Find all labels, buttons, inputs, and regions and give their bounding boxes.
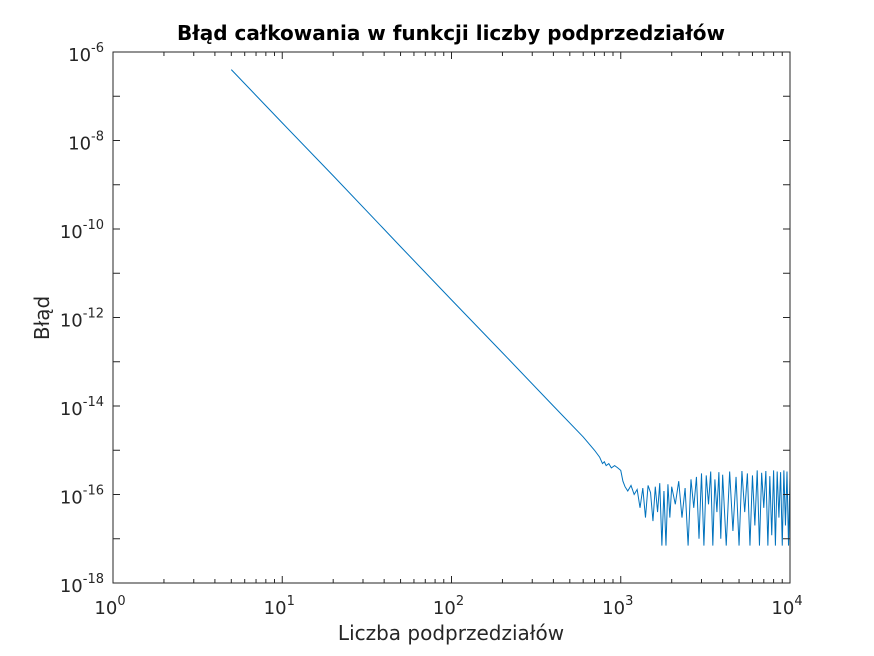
y-tick-exponent: -18 — [83, 572, 104, 587]
plot-area — [112, 51, 791, 584]
y-tick-exponent: -8 — [91, 130, 104, 145]
x-tick-exponent: 3 — [625, 594, 633, 609]
y-tick-label: 10-12 — [60, 307, 104, 332]
y-tick-label: 10-16 — [60, 484, 104, 509]
x-tick-base: 10 — [433, 598, 456, 619]
x-tick-base: 10 — [264, 598, 287, 619]
x-tick-label: 101 — [264, 594, 295, 619]
x-tick-base: 10 — [602, 598, 625, 619]
y-tick-base: 10 — [60, 576, 83, 597]
x-axis-label: Liczba podprzedziałów — [338, 621, 564, 645]
y-tick-base: 10 — [60, 399, 83, 420]
x-tick-labels: 100 101 102 103 104 — [94, 594, 802, 619]
chart-title: Błąd całkowania w funkcji liczby podprze… — [177, 21, 725, 45]
y-tick-base: 10 — [68, 45, 91, 66]
y-tick-exponent: -16 — [83, 484, 104, 499]
x-tick-label: 102 — [433, 594, 464, 619]
x-tick-label: 103 — [602, 594, 633, 619]
y-tick-base: 10 — [60, 311, 83, 332]
x-tick-base: 10 — [94, 598, 117, 619]
y-tick-label: 10-14 — [60, 395, 104, 420]
y-tick-label: 10-8 — [68, 130, 104, 155]
y-tick-base: 10 — [68, 134, 91, 155]
y-tick-label: 10-6 — [68, 41, 104, 66]
axes-background — [113, 52, 790, 583]
data-layer — [230, 69, 791, 546]
y-axis-label: Błąd — [30, 296, 54, 340]
x-tick-exponent: 1 — [287, 594, 295, 609]
y-tick-label: 10-18 — [60, 572, 104, 597]
x-tick-label: 104 — [771, 594, 802, 619]
y-tick-exponent: -14 — [83, 395, 104, 410]
x-tick-exponent: 0 — [117, 594, 125, 609]
y-tick-label: 10-10 — [60, 218, 104, 243]
axes-box — [112, 51, 791, 584]
x-tick-exponent: 2 — [456, 594, 464, 609]
x-tick-label: 100 — [94, 594, 125, 619]
y-tick-exponent: -12 — [83, 307, 104, 322]
x-tick-base: 10 — [771, 598, 794, 619]
series-line-0 — [230, 69, 791, 546]
y-tick-exponent: -6 — [91, 41, 104, 56]
y-tick-exponent: -10 — [83, 218, 104, 233]
x-tick-exponent: 4 — [794, 594, 802, 609]
y-tick-base: 10 — [60, 222, 83, 243]
y-tick-base: 10 — [60, 488, 83, 509]
